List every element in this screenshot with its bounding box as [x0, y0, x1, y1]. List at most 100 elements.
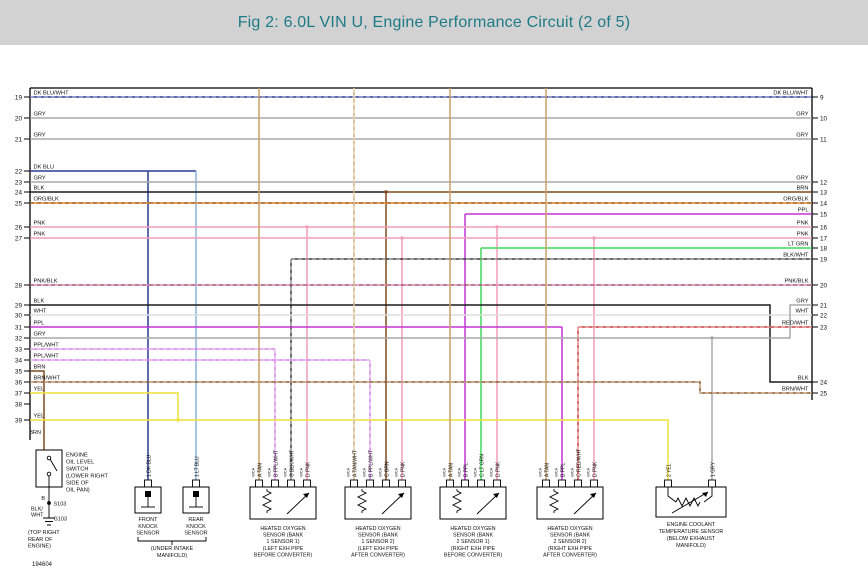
connector-pin-box: [192, 479, 200, 488]
wire-brn-35-switch: [30, 370, 45, 450]
junction-dot: [176, 418, 180, 422]
pin-number-right: 21: [820, 302, 828, 309]
pin-number-right: 17: [820, 235, 828, 242]
pin-wire-label-left: PPL/WHT: [34, 342, 60, 348]
sensor-element-symbol: [573, 492, 597, 515]
ground-location-line: (TOP RIGHT: [28, 530, 60, 536]
pin-wire-label-left: PNK/BLK: [34, 278, 58, 284]
component-box: [439, 486, 507, 520]
header-bar: Fig 2: 6.0L VIN U, Engine Performance Ci…: [0, 0, 868, 45]
pin-wire-label-right: PNK/BLK: [784, 278, 808, 284]
pin-wire-label-left: YEL: [34, 413, 45, 419]
component-label-line: OIL PAN): [66, 488, 90, 494]
component-label-line: KNOCK: [138, 524, 158, 530]
component-label-line: SWITCH: [66, 467, 88, 473]
junction-dot: [710, 336, 714, 340]
connector-pin-box: [398, 479, 406, 488]
figure-number: 194604: [32, 562, 53, 568]
terminal-label: B: [41, 496, 45, 502]
switch-blade: [49, 458, 58, 472]
component-label-line: OIL LEVEL: [66, 460, 94, 466]
connector-cavity-label: WCA: [266, 467, 271, 477]
pin-number-right: 24: [820, 379, 828, 386]
pin-number-left: 22: [15, 168, 23, 175]
connector-cavity-label: WCA: [456, 467, 461, 477]
pin-wire-label-right: PPL: [798, 207, 809, 213]
pin-color-label: C BLK/WHT: [290, 450, 296, 477]
component-label-line: 1 SENSOR 2): [362, 539, 395, 545]
component-label-line: 2 SENSOR 2): [554, 539, 587, 545]
pin-number-right: 12: [820, 179, 828, 186]
component-box: [249, 486, 317, 520]
junction-dot: [400, 236, 404, 240]
connector-cavity-label: WCA: [377, 467, 382, 477]
pin-color-label: C BRN: [385, 461, 391, 477]
component-label-line: BEFORE CONVERTER): [254, 552, 312, 558]
connector-cavity-label: WCA: [488, 467, 493, 477]
component-label-line: SENSOR: [184, 531, 207, 537]
connector-cavity-label: WCA: [298, 467, 303, 477]
pin-color-label: D PNK: [593, 461, 599, 477]
pin-wire-label-right: GRY: [796, 298, 808, 304]
pin-wire-label-right: DK BLU/WHT: [773, 90, 809, 96]
pin-number-right: 10: [820, 115, 828, 122]
wire-yel-37: [30, 392, 179, 420]
connector-cavity-label: WCA: [553, 467, 558, 477]
pin-wire-label-left: PPL: [34, 320, 45, 326]
pin-color-label: D PNK: [496, 461, 502, 477]
connector-cavity-label: WCA: [585, 467, 590, 477]
component-label-line: REAR: [188, 517, 203, 523]
pin-number-left: 30: [15, 312, 23, 319]
component-box: [536, 486, 604, 520]
connector-cavity-label: WCA: [393, 467, 398, 477]
component-label-line: (LEFT EXH PIPE: [358, 546, 399, 552]
heater-element-symbol: [261, 489, 273, 513]
oil-switch-wire-label: BRN: [29, 430, 41, 436]
pin-wire-label-right: BRN/WHT: [782, 386, 809, 392]
component-label-line: ENGINE: [66, 453, 88, 459]
pin-number-left: 25: [15, 200, 23, 207]
pin-number-right: 25: [820, 390, 828, 397]
connector-pin-box: [366, 479, 374, 488]
pin-number-right: 16: [820, 224, 828, 231]
pin-number-left: 37: [15, 390, 23, 397]
pin-wire-label-left: BLK: [34, 298, 45, 304]
pin-number-right: 15: [820, 211, 828, 218]
pin-wire-label-left: PPL/WHT: [34, 353, 60, 359]
component-label-line: (RIGHT EXH PIPE: [548, 546, 593, 552]
connector-cavity-label: WCA: [345, 467, 350, 477]
pin-wire-label-right: ORG/BLK: [783, 196, 808, 202]
component-label-line: (LEFT EXH PIPE: [263, 546, 304, 552]
component-label-line: ENGINE COOLANT: [667, 522, 716, 528]
pin-wire-label-left: PNK: [34, 231, 46, 237]
ect-lead: [703, 487, 713, 503]
pin-wire-label-left: BRN/WHT: [34, 375, 61, 381]
connector-pin-box: [493, 479, 501, 488]
wire-stripe-brnwht-36-25: [30, 381, 812, 394]
ect-lead: [667, 487, 677, 503]
ground-label: G103: [54, 517, 67, 523]
connector-pin-box: [542, 479, 550, 488]
component-label-line: SENSOR (BANK: [358, 533, 398, 539]
pin-wire-label-left: BRN: [34, 364, 46, 370]
pin-color-label: A TAN: [258, 463, 264, 477]
connector-cavity-label: WCA: [282, 467, 287, 477]
component-label-line: HEATED OXYGEN: [547, 526, 592, 532]
connector-cavity-label: WCA: [441, 467, 446, 477]
pin-number-left: 34: [15, 357, 23, 364]
connector-cavity-label: WCA: [361, 467, 366, 477]
ground-location-line: ENGINE): [28, 544, 51, 550]
pin-wire-label-left: YEL: [34, 386, 45, 392]
component-label-line: 1 SENSOR 1): [267, 539, 300, 545]
pin-color-label: 1 LT BLU: [195, 456, 201, 477]
pin-wire-label-right: LT GRN: [788, 241, 808, 247]
pin-wire-label-left: GRY: [34, 111, 46, 117]
junction-dot: [592, 236, 596, 240]
component-label-line: AFTER CONVERTER): [351, 552, 405, 558]
